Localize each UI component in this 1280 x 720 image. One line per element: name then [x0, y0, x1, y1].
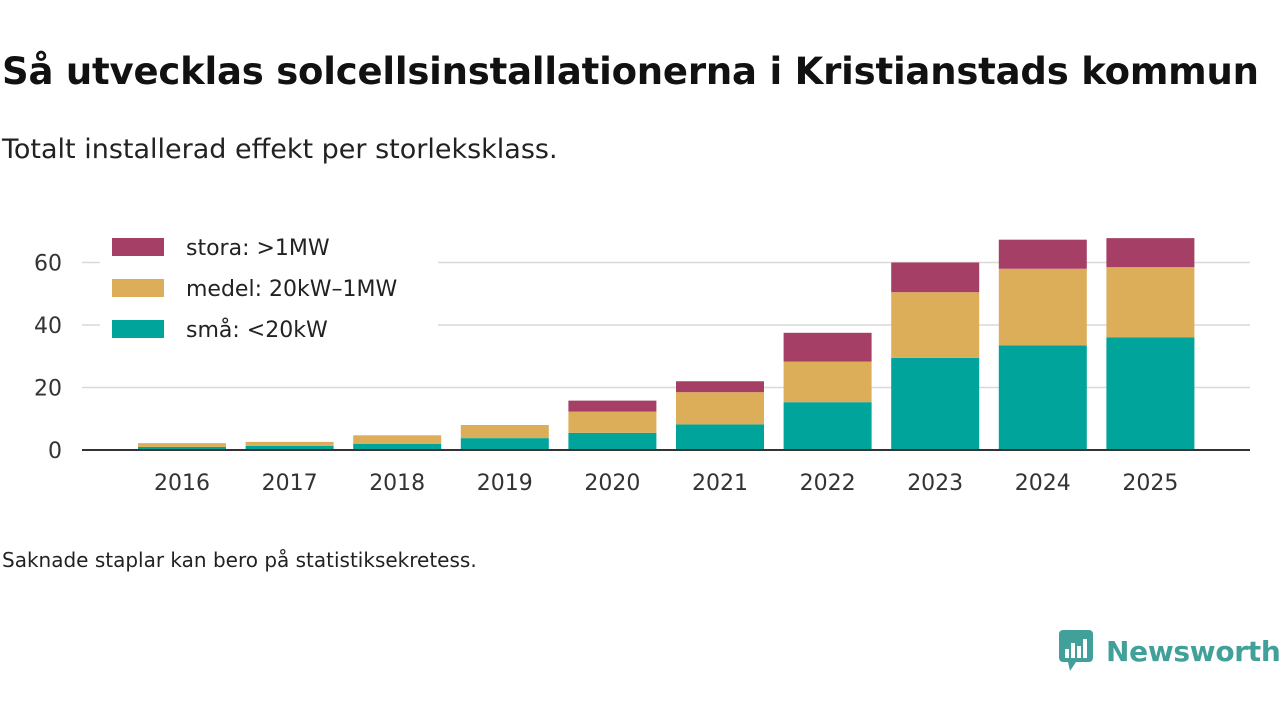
bar-2019-små: <20kW — [460, 438, 549, 450]
y-tick-label: 40 — [34, 314, 62, 339]
bar-2024-stora: >1MW — [998, 239, 1087, 269]
chart-subtitle: Totalt installerad effekt per storlekskl… — [2, 134, 558, 165]
bar-2020-stora: >1MW — [568, 400, 657, 412]
footnote: Saknade staplar kan bero på statistiksek… — [2, 548, 477, 572]
brand-name: Newsworthy — [1106, 634, 1280, 668]
bar-2025-medel: 20kW–1MW — [1106, 267, 1195, 338]
bar-2017-små: <20kW — [245, 445, 334, 450]
stacked-bar-chart: 0 20 40 60 2016 2017 2018 2019 2020 2021 2022 2023 2… — [34, 228, 1250, 496]
x-tick-label: 2022 — [800, 471, 856, 496]
newsworthy-logo: Newsworthy — [1058, 628, 1280, 674]
legend-label: små: <20kW — [186, 317, 328, 343]
legend-swatch — [112, 238, 164, 256]
y-tick-label: 0 — [48, 439, 62, 464]
bar-2023-medel: 20kW–1MW — [891, 292, 980, 358]
chart-title: Så utvecklas solcellsinstallationerna i … — [2, 50, 1259, 93]
x-tick-label: 2017 — [262, 471, 318, 496]
newsworthy-logo-icon — [1059, 630, 1093, 671]
legend-swatch — [112, 279, 164, 297]
bar-2022-små: <20kW — [783, 402, 872, 450]
bar-2023-små: <20kW — [891, 357, 980, 450]
bar-2024-medel: 20kW–1MW — [998, 268, 1087, 346]
bar-2021-små: <20kW — [676, 424, 764, 450]
bar-2016-små: <20kW — [138, 446, 226, 450]
axes: 0 20 40 60 2016 2017 2018 2019 2020 2021 2022 2023 2… — [34, 252, 1250, 496]
x-tick-label: 2023 — [907, 471, 963, 496]
x-tick-label: 2024 — [1015, 471, 1071, 496]
bar-2022-stora: >1MW — [783, 332, 872, 362]
legend-label: stora: >1MW — [186, 236, 330, 261]
bar-2024-små: <20kW — [998, 345, 1087, 450]
bar-2020-små: <20kW — [568, 432, 657, 450]
bar-2022-medel: 20kW–1MW — [783, 361, 872, 403]
bar-2019-medel: 20kW–1MW — [460, 425, 549, 439]
bar-2021-medel: 20kW–1MW — [676, 392, 764, 425]
legend: stora: >1MW medel: 20kW–1MW små: <20kW — [100, 228, 438, 348]
bar-2018-medel: 20kW–1MW — [353, 435, 442, 444]
bar-2016-medel: 20kW–1MW — [138, 443, 226, 447]
y-tick-label: 60 — [34, 252, 62, 277]
x-tick-label: 2018 — [369, 471, 425, 496]
legend-swatch — [112, 320, 164, 338]
bar-2020-medel: 20kW–1MW — [568, 411, 657, 433]
bar-2023-stora: >1MW — [891, 262, 980, 293]
bar-2018-små: <20kW — [353, 443, 442, 450]
x-tick-label: 2021 — [692, 471, 748, 496]
legend-label: medel: 20kW–1MW — [186, 277, 397, 302]
y-tick-label: 20 — [34, 377, 62, 402]
x-tick-label: 2019 — [477, 471, 533, 496]
bar-2021-stora: >1MW — [676, 381, 764, 393]
bar-2025-små: <20kW — [1106, 337, 1195, 450]
x-tick-label: 2020 — [584, 471, 640, 496]
bar-series — [138, 238, 1195, 450]
bar-2017-medel: 20kW–1MW — [245, 441, 334, 446]
x-tick-label: 2016 — [154, 471, 210, 496]
bar-2025-stora: >1MW — [1106, 238, 1195, 268]
x-tick-label: 2025 — [1122, 471, 1178, 496]
